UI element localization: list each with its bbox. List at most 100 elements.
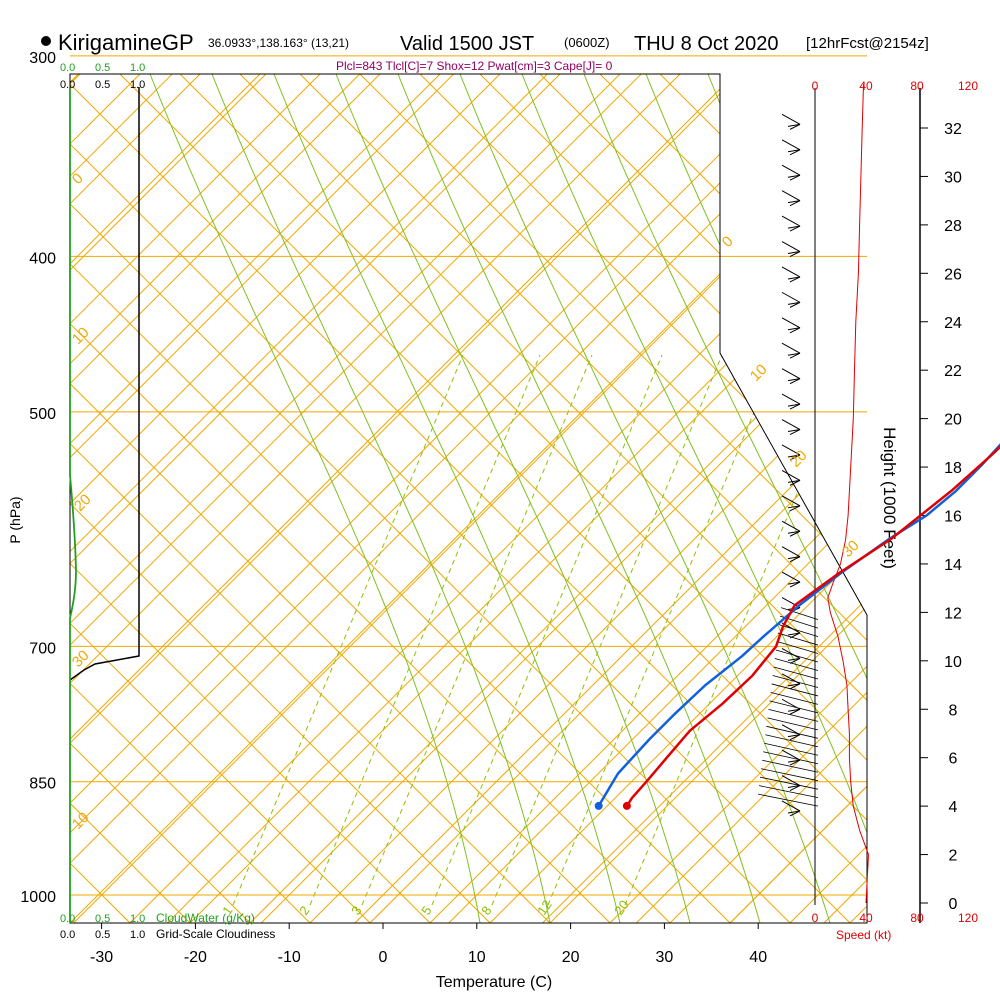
height-tick-label: 20 [944, 412, 962, 429]
isotherm-line [70, 74, 501, 923]
plot-frame [69, 73, 868, 924]
height-axis-label: Height (1000 Feet) [880, 427, 899, 569]
cloudwater-scale-bottom-0: 0.0 [60, 913, 75, 925]
isotherm-label: 20 [71, 491, 95, 515]
isotherm-line [70, 74, 642, 923]
isotherm-line [70, 74, 361, 923]
wind-barb [778, 624, 819, 637]
dry-adiabat-guide [479, 74, 867, 923]
moist-adiabat-line [459, 74, 831, 923]
pressure-tick-label: 700 [29, 640, 56, 657]
wind-barb [781, 190, 801, 207]
dry-adiabat-guide [70, 74, 851, 923]
cloudiness-scale-bottom-2: 1.0 [130, 929, 145, 941]
wind-barb [766, 725, 819, 739]
dry-adiabat-guide [70, 74, 791, 923]
speed-tick-label-top: 40 [859, 79, 873, 93]
height-tick-label: 30 [944, 169, 962, 186]
x-tick-label: -20 [184, 949, 207, 966]
isotherm-line [823, 74, 867, 923]
wind-barb [758, 785, 819, 799]
wind-barb [769, 700, 819, 714]
moist-adiabat-line [273, 74, 621, 923]
pressure-tick-label: 1000 [20, 889, 56, 906]
valid-date: THU 8 Oct 2020 [634, 33, 779, 55]
isotherm-line [70, 74, 867, 923]
isotherm-line [729, 74, 867, 923]
cloudwater-scale-top-0: 0.0 [60, 62, 75, 74]
cloudwater-profile [69, 88, 77, 923]
isotherm-line [70, 74, 741, 923]
cloudiness-profile [69, 87, 140, 681]
height-tick-label: 10 [944, 654, 962, 671]
pressure-tick-label: 400 [29, 250, 56, 267]
x-tick-label: 10 [468, 949, 486, 966]
wind-barb [781, 139, 801, 156]
isotherm-line [918, 74, 1000, 923]
wind-barb [781, 342, 801, 359]
cloudwater-label: CloudWater (g/Kg) [156, 911, 255, 925]
wind-barb [777, 632, 819, 646]
moist-adiabat-line [149, 74, 481, 923]
wind-barb [773, 666, 819, 680]
x-tick-label: -10 [278, 949, 301, 966]
dry-adiabat-guide [239, 74, 867, 923]
mixing-ratio-line [232, 354, 464, 906]
wind-barb [781, 698, 801, 715]
wind-barb [763, 751, 819, 765]
valid-time-z: (0600Z) [564, 35, 610, 50]
cloudiness-label: Grid-Scale Cloudiness [156, 927, 275, 941]
isotherm-label: 0 [69, 170, 87, 188]
isobar-lines [70, 55, 867, 896]
wind-barb [781, 546, 801, 563]
dry-adiabat-guide [419, 74, 867, 923]
isotherm-line [70, 74, 454, 923]
cloudwater-scale-top-2: 1.0 [130, 62, 145, 74]
dry-adiabat-guide [70, 74, 671, 923]
x-tick-label: 0 [379, 949, 388, 966]
isotherm-line [70, 74, 621, 923]
height-tick-label: 8 [949, 702, 958, 719]
valid-time: Valid 1500 JST [400, 33, 534, 55]
isotherm-line [489, 74, 867, 923]
x-tick-label: -30 [90, 949, 113, 966]
moist-adiabat-line [583, 74, 867, 923]
wind-barb [781, 520, 801, 537]
station-name: KirigamineGP [58, 30, 194, 55]
speed-tick-label-top: 120 [958, 79, 978, 93]
isotherm-line [70, 74, 381, 923]
speed-tick-label-top: 80 [910, 79, 924, 93]
isotherm-line [910, 74, 1000, 923]
speed-tick-label-top: 0 [812, 79, 819, 93]
dry-adiabat-guide [70, 74, 867, 923]
mixing-ratio-line [361, 354, 593, 906]
wind-barb [775, 649, 819, 663]
isotherm-line [70, 74, 801, 923]
wind-barb [781, 469, 801, 486]
wind-barb [774, 658, 819, 671]
height-tick-label: 0 [949, 896, 958, 913]
speed-tick-label-bottom: 120 [958, 911, 978, 925]
wind-barb [776, 641, 819, 654]
wind-barb [764, 742, 819, 756]
isotherm-line [70, 74, 261, 923]
wind-barb [772, 675, 819, 688]
isotherm-label: 10 [69, 809, 93, 833]
x-tick-label: 40 [749, 949, 767, 966]
height-tick-label: 24 [944, 315, 962, 332]
isotherm-line [70, 74, 861, 923]
isotherm-line [70, 74, 267, 923]
moist-adiabat-line [211, 74, 551, 923]
station-dot-icon [41, 36, 51, 46]
wind-barbs [757, 113, 819, 817]
temperature-surface-point [622, 801, 631, 810]
height-tick-label: 26 [944, 266, 962, 283]
wind-barb [770, 692, 819, 705]
wind-barb [781, 113, 801, 130]
pressure-tick-label: 300 [29, 50, 56, 67]
wind-barb [781, 291, 801, 308]
mixing-ratio-line [491, 354, 723, 906]
speed-tick-label-bottom: 80 [910, 911, 924, 925]
